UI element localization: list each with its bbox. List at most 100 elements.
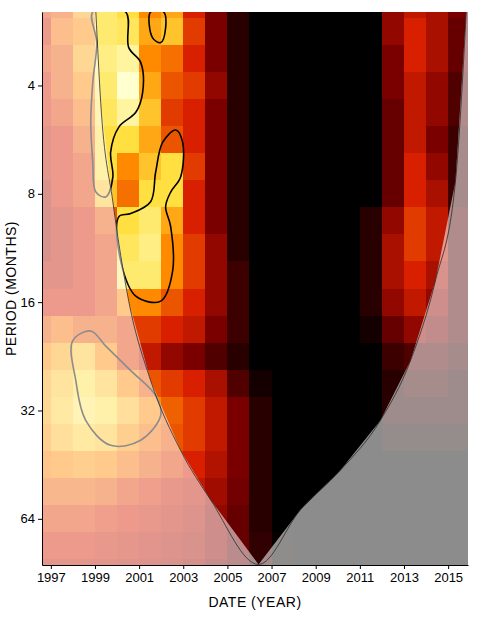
heatmap-cells [42,12,468,565]
heatmap-cell [360,207,383,235]
heatmap-cell [404,12,427,18]
y-tick-mark [38,85,42,86]
heatmap-cell [272,343,295,371]
heatmap-cell [183,153,206,181]
y-tick: 32 [21,403,42,418]
heatmap-cell [448,12,468,18]
heatmap-cell [426,99,449,127]
heatmap-cell [338,72,361,100]
x-tick-label: 2007 [258,570,287,585]
heatmap-cell [294,45,317,73]
heatmap-cell [316,18,339,46]
heatmap-cell [294,18,317,46]
heatmap-cell [183,343,206,371]
heatmap-cell [272,478,295,506]
heatmap-cell [227,370,250,398]
heatmap-cell [183,316,206,344]
y-tick-label: 16 [21,295,35,310]
x-tick-label: 2013 [390,570,419,585]
heatmap-cell [183,99,206,127]
heatmap-cell [227,126,250,154]
heatmap-cell [161,99,184,127]
heatmap-cell [272,180,295,208]
heatmap-cell [338,45,361,73]
heatmap-cell [205,126,228,154]
heatmap-cell [272,72,295,100]
significance-contour [117,130,184,303]
y-tick: 8 [28,186,42,201]
heatmap-cell [360,99,383,127]
heatmap-cell [404,234,427,262]
x-tick-label: 2005 [213,570,242,585]
heatmap-cell [338,234,361,262]
heatmap-cell [294,153,317,181]
heatmap-cell [139,261,162,289]
heatmap-cell [316,343,339,371]
plot-marks [42,12,468,565]
heatmap-cell [360,261,383,289]
heatmap-cell [227,289,250,317]
cone-of-influence [96,12,466,564]
heatmap-cell [426,207,449,235]
heatmap-cell [382,261,405,289]
heatmap-cell [117,72,140,100]
heatmap-cell [294,126,317,154]
heatmap-cell [382,289,405,317]
heatmap-cell [249,451,272,479]
heatmap-cell [316,126,339,154]
heatmap-cell [205,343,228,371]
heatmap-cell [139,180,162,208]
heatmap-cell [227,451,250,479]
heatmap-cell [360,126,383,154]
heatmap-cell [272,316,295,344]
chart-svg: 1997199920012003200520072009201120132015… [0,0,484,636]
heatmap-cell [272,289,295,317]
heatmap-cell [205,316,228,344]
coi-shade [42,12,468,565]
heatmap-cell [249,370,272,398]
heatmap-cell [183,424,206,452]
heatmap-cell [382,180,405,208]
heatmap-cell [404,153,427,181]
heatmap-cell [205,234,228,262]
heatmap-cell [404,180,427,208]
heatmap-cell [338,397,361,425]
x-tick: 2001 [125,565,154,585]
x-tick: 2011 [346,565,374,585]
heatmap-cell [426,72,449,100]
y-tick-mark [38,410,42,411]
heatmap-cell [360,316,383,344]
heatmap-cell [360,45,383,73]
heatmap-cell [183,18,206,46]
heatmap-cell [183,45,206,73]
heatmap-cell [382,343,405,371]
x-tick-mark [360,565,361,569]
heatmap-cell [382,45,405,73]
heatmap-cell [360,397,383,425]
y-tick-mark [38,519,42,520]
heatmap-cell [249,126,272,154]
heatmap-cell [316,370,339,398]
heatmap-cell [272,451,295,479]
heatmap-cell [404,99,427,127]
heatmap-cell [249,207,272,235]
heatmap-cell [183,207,206,235]
heatmap-cell [227,72,250,100]
x-tick: 1999 [81,565,110,585]
heatmap-cell [227,397,250,425]
x-tick-mark [227,565,228,569]
heatmap-cell [338,207,361,235]
heatmap-cell [139,126,162,154]
heatmap-cell [205,289,228,317]
heatmap-cell [205,397,228,425]
x-axis-title: DATE (YEAR) [208,594,301,610]
heatmap-cell [227,12,250,18]
heatmap-cell [249,12,272,18]
heatmap-cell [272,12,295,18]
heatmap-cell [272,126,295,154]
x-tick-mark [95,565,96,569]
heatmap-cell [161,289,184,317]
heatmap-cell [95,18,118,46]
heatmap-cell [205,45,228,73]
heatmap-cell [426,45,449,73]
